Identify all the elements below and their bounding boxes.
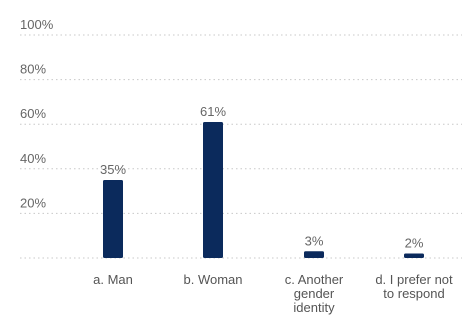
bar	[304, 251, 324, 258]
category-label: a. Man	[93, 272, 133, 287]
category-label: b. Woman	[183, 272, 243, 287]
y-tick-label: 80%	[20, 62, 46, 77]
y-tick-label: 60%	[20, 106, 46, 121]
data-label: 61%	[200, 104, 226, 119]
bar	[103, 179, 123, 258]
data-label: 2%	[405, 236, 424, 251]
data-label: 35%	[100, 162, 126, 177]
bars	[103, 121, 424, 258]
data-labels: 35% 61% 3% 2%	[100, 104, 424, 251]
category-label: d. I prefer not to respond	[375, 272, 453, 301]
bar	[404, 253, 424, 258]
y-tick-label: 20%	[20, 195, 46, 210]
data-label: 3%	[305, 233, 324, 248]
gridlines	[20, 34, 462, 259]
category-label: c. Another gender identity	[284, 272, 344, 315]
y-axis-ticks: 20% 40% 60% 80% 100%	[20, 17, 54, 210]
y-tick-label: 40%	[20, 151, 46, 166]
bar	[203, 121, 223, 258]
y-tick-label: 100%	[20, 17, 54, 32]
